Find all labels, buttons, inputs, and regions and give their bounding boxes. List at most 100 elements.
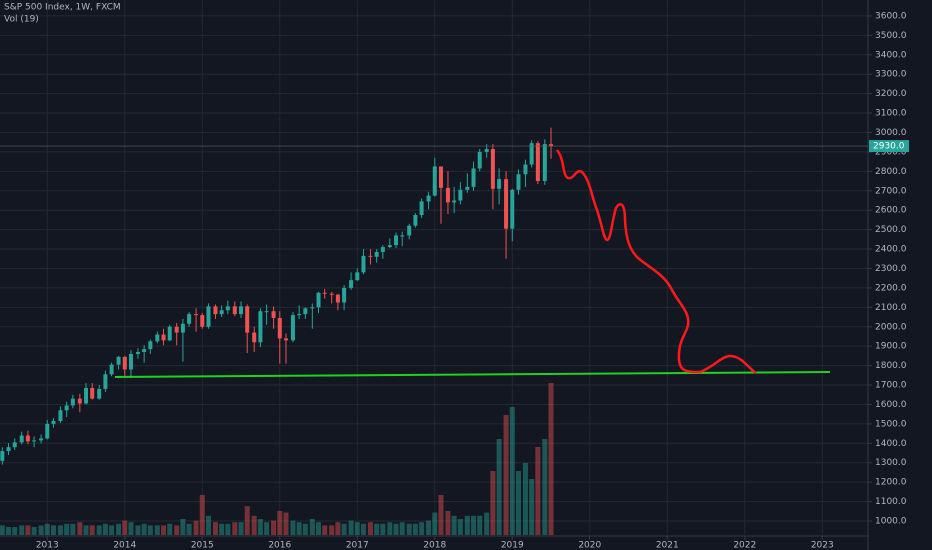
volume-bar [322,525,328,535]
candle-body [445,187,450,203]
candle-body [187,314,192,324]
volume-bar [116,523,122,535]
y-tick-label: 1400.0 [875,439,907,449]
support-line-drawing [114,371,831,378]
candle-body [84,387,89,404]
candle-body [458,189,463,201]
candle-body [322,292,327,294]
candle-body [51,420,56,424]
y-tick-label: 2000.0 [875,322,907,332]
candle-body [510,189,515,229]
candle-body [271,311,276,319]
candle-body [484,148,489,152]
volume-bar [174,525,180,535]
volume-bar [426,520,432,535]
volume-bar [102,523,108,535]
candle-body [490,148,495,189]
candle-body [200,315,205,327]
y-tick-label: 3500.0 [875,31,907,41]
volume-bar [89,525,95,535]
y-tick-label: 2300.0 [875,264,907,274]
candle-body [497,179,502,189]
forecast-drawing [555,149,757,375]
volume-bar [329,525,335,535]
candle-body [374,251,379,257]
candle-body [504,179,509,229]
candle-body [387,245,392,248]
candles [0,127,554,465]
volume-bar [509,407,515,535]
candle-body [335,294,340,303]
volume-bar [167,523,173,535]
candle-body [413,215,418,226]
candle-body [245,306,250,333]
y-tick-label: 1600.0 [875,400,907,410]
volume-bar [302,523,308,535]
volume-bar [128,522,134,535]
candle-body [39,438,44,441]
candle-body [400,235,405,237]
y-tick-label: 3400.0 [875,50,907,60]
candle-body [264,311,269,313]
last-price-box [869,140,909,153]
volume-label: Vol (19) [4,15,39,25]
volume-bar [38,525,44,535]
volume-bar [457,519,463,535]
volume-bar [290,520,296,535]
volume-bar [490,471,496,535]
x-tick-label: 2019 [501,541,524,550]
y-tick-label: 2400.0 [875,245,907,255]
volume-bar [451,515,457,535]
candle-body [355,272,360,281]
candle-body [167,326,172,341]
volume-bar [380,523,386,535]
candle-body [290,315,295,341]
volume-bar [432,512,438,535]
volume-bar [244,506,250,535]
candle-body [161,334,166,341]
volume-bar [212,522,218,535]
candle-body [407,225,412,236]
y-tick-label: 3600.0 [875,11,907,21]
volume-bar [399,522,405,535]
x-tick-label: 2018 [423,541,446,550]
y-tick-label: 2200.0 [875,283,907,293]
volume-bar [135,525,141,535]
candle-body [542,144,547,182]
y-tick-label: 3100.0 [875,109,907,119]
volume-bar [367,522,373,535]
candle-body [342,287,347,303]
candle-body [90,387,95,399]
volume-bar [83,525,89,535]
volume-bar [44,523,50,535]
candle-body [232,306,237,315]
volume-bar [19,525,25,535]
candle-body [225,306,230,311]
volume-bar [77,522,83,535]
volume-bar [186,523,192,535]
chart-title: S&P 500 Index, 1W, FXCM [4,3,121,13]
x-tick-label: 2021 [656,541,679,550]
y-tick-label: 1300.0 [875,458,907,468]
y-tick-label: 1800.0 [875,361,907,371]
volume-bar [438,495,444,535]
candle-body [12,442,17,448]
candle-body [310,307,315,309]
volume-bar [360,523,366,535]
candle-body [77,398,82,404]
y-tick-label: 3000.0 [875,128,907,138]
x-tick-label: 2016 [268,541,291,550]
y-tick-label: 2100.0 [875,303,907,313]
candle-body [258,311,263,343]
candle-body [419,201,424,216]
candle-body [70,398,75,406]
volume-bar [64,523,70,535]
x-tick-label: 2023 [811,541,834,550]
candle-body [45,423,50,439]
volume-bar [6,527,12,535]
volume-bar [316,522,322,535]
volume-bar [70,523,76,535]
candle-body [516,174,521,190]
candle-body [432,166,437,196]
